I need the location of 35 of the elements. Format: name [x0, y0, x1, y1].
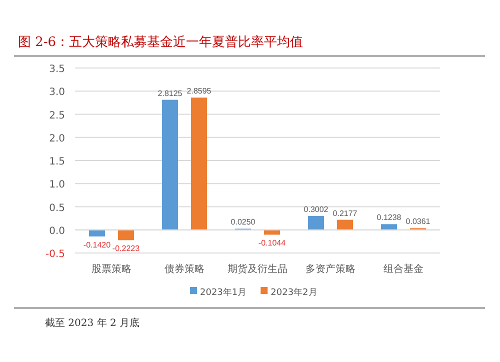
bar — [162, 100, 178, 230]
x-tick-label: 债券策略 — [164, 263, 204, 275]
legend-label: 2023年2月 — [270, 287, 318, 298]
bar — [308, 216, 324, 230]
y-tick-label: 0.0 — [49, 226, 65, 237]
data-label: -0.1044 — [258, 238, 286, 248]
x-tick-label: 多资产策略 — [306, 263, 356, 275]
text: 截至 2023 年 2 月底 — [45, 317, 140, 329]
y-tick-label: 1.5 — [49, 156, 65, 168]
x-tick-label: 组合基金 — [384, 263, 424, 275]
data-label: 0.0361 — [406, 217, 431, 226]
bar — [89, 230, 105, 236]
y-tick-label: 0.5 — [49, 202, 65, 214]
y-tick-label: 3.0 — [49, 87, 65, 98]
data-label: 0.1238 — [376, 213, 402, 222]
y-tick-label: 3.5 — [49, 64, 65, 75]
data-label: 0.3002 — [304, 204, 329, 214]
data-label: 0.2177 — [332, 208, 358, 218]
chart-title: 图 2-6：五大策略私募基金近一年夏普比率平均值 — [18, 34, 304, 50]
y-tick-label: 2.5 — [49, 110, 65, 122]
data-label: 0.0250 — [230, 218, 256, 227]
y-tick-label: 2.0 — [49, 133, 65, 144]
y-tick-label: -0.5 — [45, 249, 65, 260]
bar — [337, 220, 353, 230]
data-label: -0.1420 — [83, 240, 112, 250]
data-label: -0.2223 — [112, 244, 140, 254]
x-tick-label: 期货及衍生品 — [228, 263, 288, 275]
bar — [381, 224, 397, 230]
legend-label: 2023年1月 — [200, 287, 247, 298]
y-tick-label: 1.0 — [49, 180, 65, 191]
bar — [191, 98, 207, 230]
bar — [118, 230, 134, 240]
data-label: 2.8595 — [186, 86, 212, 96]
data-label: 2.8125 — [158, 88, 183, 98]
x-tick-label: 股票策略 — [92, 263, 132, 275]
